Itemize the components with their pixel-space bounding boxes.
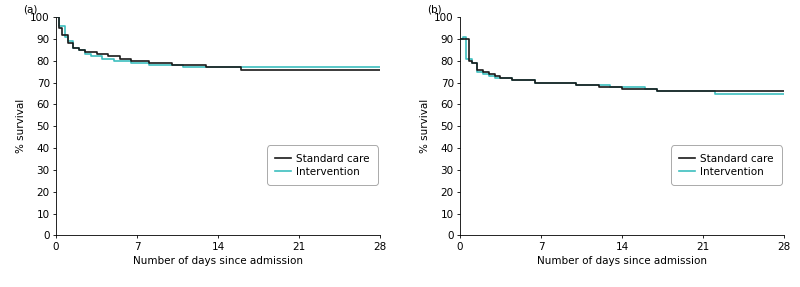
Text: (b): (b) bbox=[427, 4, 442, 14]
Legend: Standard care, Intervention: Standard care, Intervention bbox=[674, 149, 778, 182]
X-axis label: Number of days since admission: Number of days since admission bbox=[133, 256, 303, 266]
Text: (a): (a) bbox=[24, 4, 38, 14]
X-axis label: Number of days since admission: Number of days since admission bbox=[537, 256, 707, 266]
Y-axis label: % survival: % survival bbox=[420, 99, 430, 154]
Legend: Standard care, Intervention: Standard care, Intervention bbox=[270, 149, 374, 182]
Y-axis label: % survival: % survival bbox=[16, 99, 26, 154]
